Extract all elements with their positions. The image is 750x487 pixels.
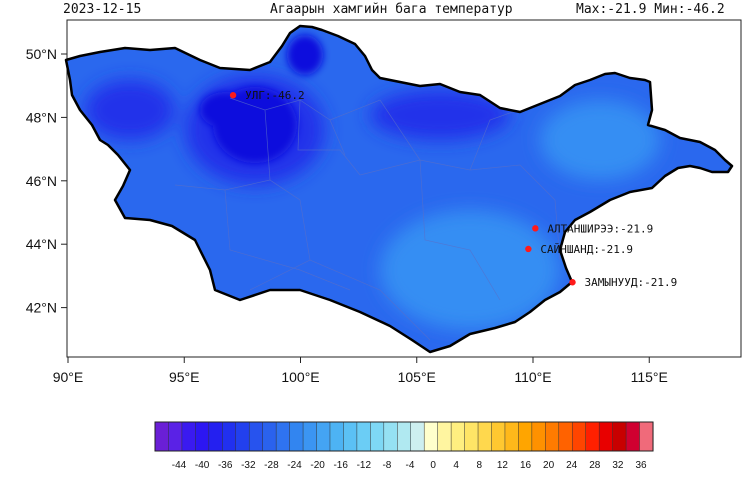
colorbar-tick-label: -16 <box>333 460 348 471</box>
colorbar-box <box>491 421 506 452</box>
colorbar-box <box>477 421 493 452</box>
colorbar-box <box>154 421 170 452</box>
colorbar-tick-label: -44 <box>172 460 187 471</box>
colorbar-frame <box>154 421 654 452</box>
lat-tick-label: 46°N <box>26 173 57 189</box>
colorbar-box <box>343 421 358 452</box>
latitude-axis: 50°N 48°N 46°N 44°N 42°N <box>26 46 67 316</box>
colorbar-box <box>450 421 466 452</box>
lon-tick-label: 100°E <box>281 369 319 385</box>
lon-tick-label: 110°E <box>514 369 551 385</box>
colorbar-box <box>410 421 425 452</box>
lat-tick-label: 50°N <box>26 46 57 62</box>
station-label: ЗАМЫНУУД:-21.9 <box>585 276 678 289</box>
lat-tick-label: 42°N <box>26 300 57 316</box>
date-label: 2023-12-15 <box>63 2 142 17</box>
colorbar-tick-label: -24 <box>287 460 302 471</box>
colorbar-tick-label: -36 <box>218 460 233 471</box>
colorbar-box <box>423 421 439 452</box>
colorbar-tick-label: 32 <box>612 460 624 471</box>
colorbar-box <box>545 421 560 452</box>
colorbar-box <box>397 421 412 452</box>
lon-tick-label: 95°E <box>169 369 200 385</box>
colorbar-box <box>531 421 546 452</box>
colorbar-box <box>598 421 614 452</box>
colorbar-tick-label: -12 <box>357 460 372 471</box>
station-markers: УЛГ:-46.2 АЛТАНШИРЭЭ:-21.9 САЙНШАНД:-21.9 З… <box>229 89 678 289</box>
colorbar-tick-label: 28 <box>589 460 601 471</box>
colorbar-box <box>262 421 277 452</box>
colorbar-tick-label: 20 <box>543 460 555 471</box>
longitude-axis: 90°E 95°E 100°E 105°E 110°E 115°E <box>53 357 668 385</box>
lat-tick-label: 44°N <box>26 236 57 252</box>
colorbar-box <box>558 421 573 452</box>
colorbar-box <box>370 421 385 452</box>
station-label: АЛТАНШИРЭЭ:-21.9 <box>547 222 653 235</box>
colorbar-box <box>464 421 479 452</box>
colorbar-box <box>329 421 344 452</box>
colorbar-box <box>208 421 223 452</box>
colorbar-tick-label: 24 <box>566 460 578 471</box>
colorbar-box <box>518 421 533 452</box>
lon-tick-label: 105°E <box>398 369 436 385</box>
colorbar-tick-label: -4 <box>406 460 415 471</box>
map-title: Агаарын хамгийн бага температур <box>270 2 513 17</box>
colorbar-box <box>195 421 210 452</box>
colorbar: -44 -40 -36 -32 -28 -24 -20 -16 -12 -8 -4 0 4 8 12 16 20… <box>154 421 654 471</box>
lon-tick-label: 115°E <box>631 369 668 385</box>
colorbar-box <box>585 421 600 452</box>
station-dot <box>229 92 237 99</box>
colorbar-box <box>612 421 627 452</box>
country-outline <box>64 24 734 354</box>
colorbar-tick-label: 12 <box>497 460 509 471</box>
station-label: САЙНШАНД:-21.9 <box>540 243 633 256</box>
colorbar-box <box>222 421 237 452</box>
station-label: УЛГ:-46.2 <box>245 89 305 102</box>
colorbar-tick-label: -40 <box>195 460 210 471</box>
colorbar-box <box>504 421 519 452</box>
colorbar-tick-label: -20 <box>310 460 325 471</box>
max-min-label: Max:-21.9 Мин:-46.2 <box>576 2 725 17</box>
province-boundaries <box>174 94 561 341</box>
colorbar-tick-label: -28 <box>264 460 279 471</box>
colorbar-box <box>625 421 641 452</box>
colorbar-box <box>168 421 183 452</box>
colorbar-tick-label: 8 <box>477 460 483 471</box>
colorbar-box <box>316 421 331 452</box>
colorbar-tick-label: 36 <box>635 460 647 471</box>
colorbar-box <box>248 421 264 452</box>
colorbar-box <box>275 421 291 452</box>
lon-tick-label: 90°E <box>53 369 84 385</box>
station-dot <box>569 279 576 286</box>
colorbar-tick-label: 4 <box>453 460 459 471</box>
colorbar-box <box>235 421 250 452</box>
colorbar-tick-label: -32 <box>241 460 256 471</box>
colorbar-tick-label: 16 <box>520 460 532 471</box>
station-dot <box>532 225 539 232</box>
lat-tick-label: 48°N <box>26 109 57 125</box>
station-dot <box>525 245 532 253</box>
colorbar-tick-label: -8 <box>382 460 391 471</box>
colorbar-box <box>356 421 371 452</box>
colorbar-box <box>302 421 318 452</box>
colorbar-box <box>383 421 398 452</box>
colorbar-box <box>437 421 452 452</box>
colorbar-tick-label: 0 <box>430 460 436 471</box>
colorbar-box <box>571 421 587 452</box>
colorbar-box <box>289 421 304 452</box>
colorbar-box <box>181 421 196 452</box>
colorbar-box <box>639 421 654 452</box>
